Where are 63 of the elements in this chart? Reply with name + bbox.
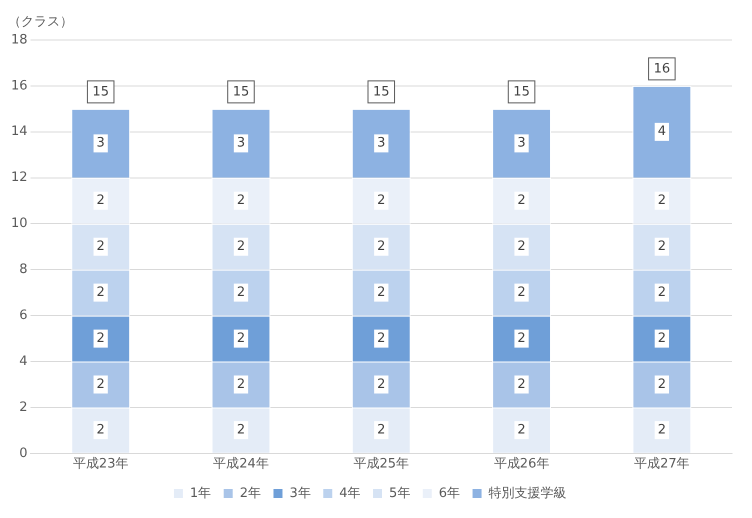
data-label: 2 (658, 422, 666, 438)
data-label: 2 (517, 330, 526, 346)
data-label: 3 (96, 136, 105, 151)
data-label: 2 (658, 239, 666, 254)
y-tick-label: 2 (19, 400, 28, 415)
data-label: 2 (96, 376, 105, 392)
data-label: 2 (236, 330, 246, 346)
y-tick-label: 16 (10, 78, 28, 94)
total-label: 15 (513, 84, 530, 100)
y-tick-label: 8 (19, 262, 28, 278)
legend-label: 2年 (240, 486, 261, 501)
data-label: 2 (96, 193, 105, 208)
y-tick-label: 10 (10, 216, 28, 232)
data-label: 2 (236, 193, 246, 208)
x-tick-label: 平成27年 (634, 456, 690, 472)
data-label: 2 (377, 422, 386, 438)
data-label: 2 (658, 285, 666, 300)
y-tick-label: 6 (19, 308, 28, 323)
total-label: 15 (92, 84, 109, 100)
data-label: 4 (658, 124, 666, 140)
total-label: 15 (232, 84, 250, 100)
data-label: 2 (236, 422, 246, 438)
legend-label: 特別支援学級 (488, 486, 567, 501)
x-tick-label: 平成24年 (213, 456, 269, 472)
y-tick-label: 18 (10, 32, 28, 48)
data-label: 2 (96, 285, 105, 300)
data-label: 2 (236, 376, 246, 392)
legend-label: 3年 (289, 486, 311, 501)
data-label: 2 (96, 330, 105, 346)
data-label: 2 (658, 193, 666, 208)
total-label: 16 (654, 61, 670, 76)
total-label: 15 (373, 84, 390, 100)
data-label: 2 (377, 330, 386, 346)
data-label: 2 (377, 239, 386, 254)
data-label: 2 (96, 422, 105, 438)
data-label: 2 (377, 193, 386, 208)
data-label: 2 (96, 239, 105, 254)
x-tick-label: 平成26年 (494, 456, 550, 472)
data-label: 2 (377, 285, 386, 300)
data-label: 2 (517, 285, 526, 300)
x-tick-label: 平成23年 (72, 456, 128, 472)
legend-label: 4年 (339, 486, 361, 501)
data-label: 2 (658, 376, 666, 392)
y-tick-label: 0 (19, 446, 28, 461)
y-tick-label: 4 (19, 354, 28, 369)
y-axis-title: （クラス） (8, 14, 73, 30)
x-tick-label: 平成25年 (354, 456, 410, 472)
data-label: 2 (517, 239, 526, 254)
data-label: 3 (517, 136, 526, 151)
legend-label: 1年 (190, 486, 212, 501)
data-label: 2 (377, 376, 386, 392)
data-label: 2 (658, 330, 666, 346)
legend-label: 5年 (389, 486, 410, 501)
data-label: 3 (377, 136, 386, 151)
legend-label: 6年 (438, 486, 460, 501)
data-label: 2 (517, 376, 526, 392)
y-tick-label: 14 (10, 124, 28, 140)
data-label: 3 (236, 136, 246, 151)
data-label: 2 (517, 193, 526, 208)
data-label: 2 (517, 422, 526, 438)
data-label: 2 (236, 285, 246, 300)
data-label: 2 (236, 239, 246, 254)
y-tick-label: 12 (10, 170, 28, 186)
